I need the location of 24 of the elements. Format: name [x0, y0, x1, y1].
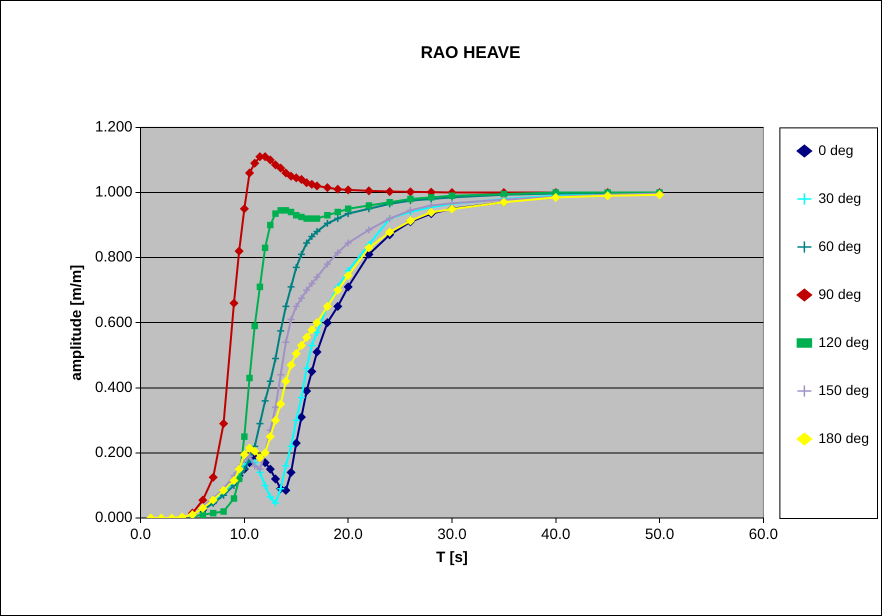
legend-label: 90 deg: [818, 286, 862, 302]
x-tick-label: 40.0: [541, 526, 570, 544]
legend-label: 180 deg: [818, 430, 870, 446]
legend-label: 120 deg: [818, 334, 870, 350]
legend-label: 150 deg: [818, 382, 870, 398]
x-tick-label: 0.0: [130, 526, 151, 544]
y-tick-label: 0.200: [94, 444, 133, 462]
x-tick-label: 20.0: [334, 526, 363, 544]
y-tick-label: 0.000: [94, 509, 133, 526]
chart-title: RAO HEAVE: [420, 42, 520, 62]
x-tick-label: 60.0: [748, 526, 778, 544]
x-tick-label: 10.0: [230, 526, 259, 544]
y-tick-label: 1.200: [94, 118, 133, 136]
legend-label: 30 deg: [818, 190, 862, 206]
y-axis-title: amplitude [m/m]: [68, 264, 86, 381]
y-tick-label: 0.800: [94, 248, 133, 266]
x-tick-label: 50.0: [644, 526, 674, 544]
x-axis-title: T [s]: [436, 549, 468, 566]
legend-label: 0 deg: [818, 142, 854, 158]
y-tick-label: 1.000: [94, 184, 133, 201]
x-tick-label: 30.0: [437, 526, 467, 544]
y-tick-label: 0.600: [94, 314, 133, 331]
legend-label: 60 deg: [818, 238, 862, 254]
y-tick-label: 0.400: [94, 378, 133, 396]
